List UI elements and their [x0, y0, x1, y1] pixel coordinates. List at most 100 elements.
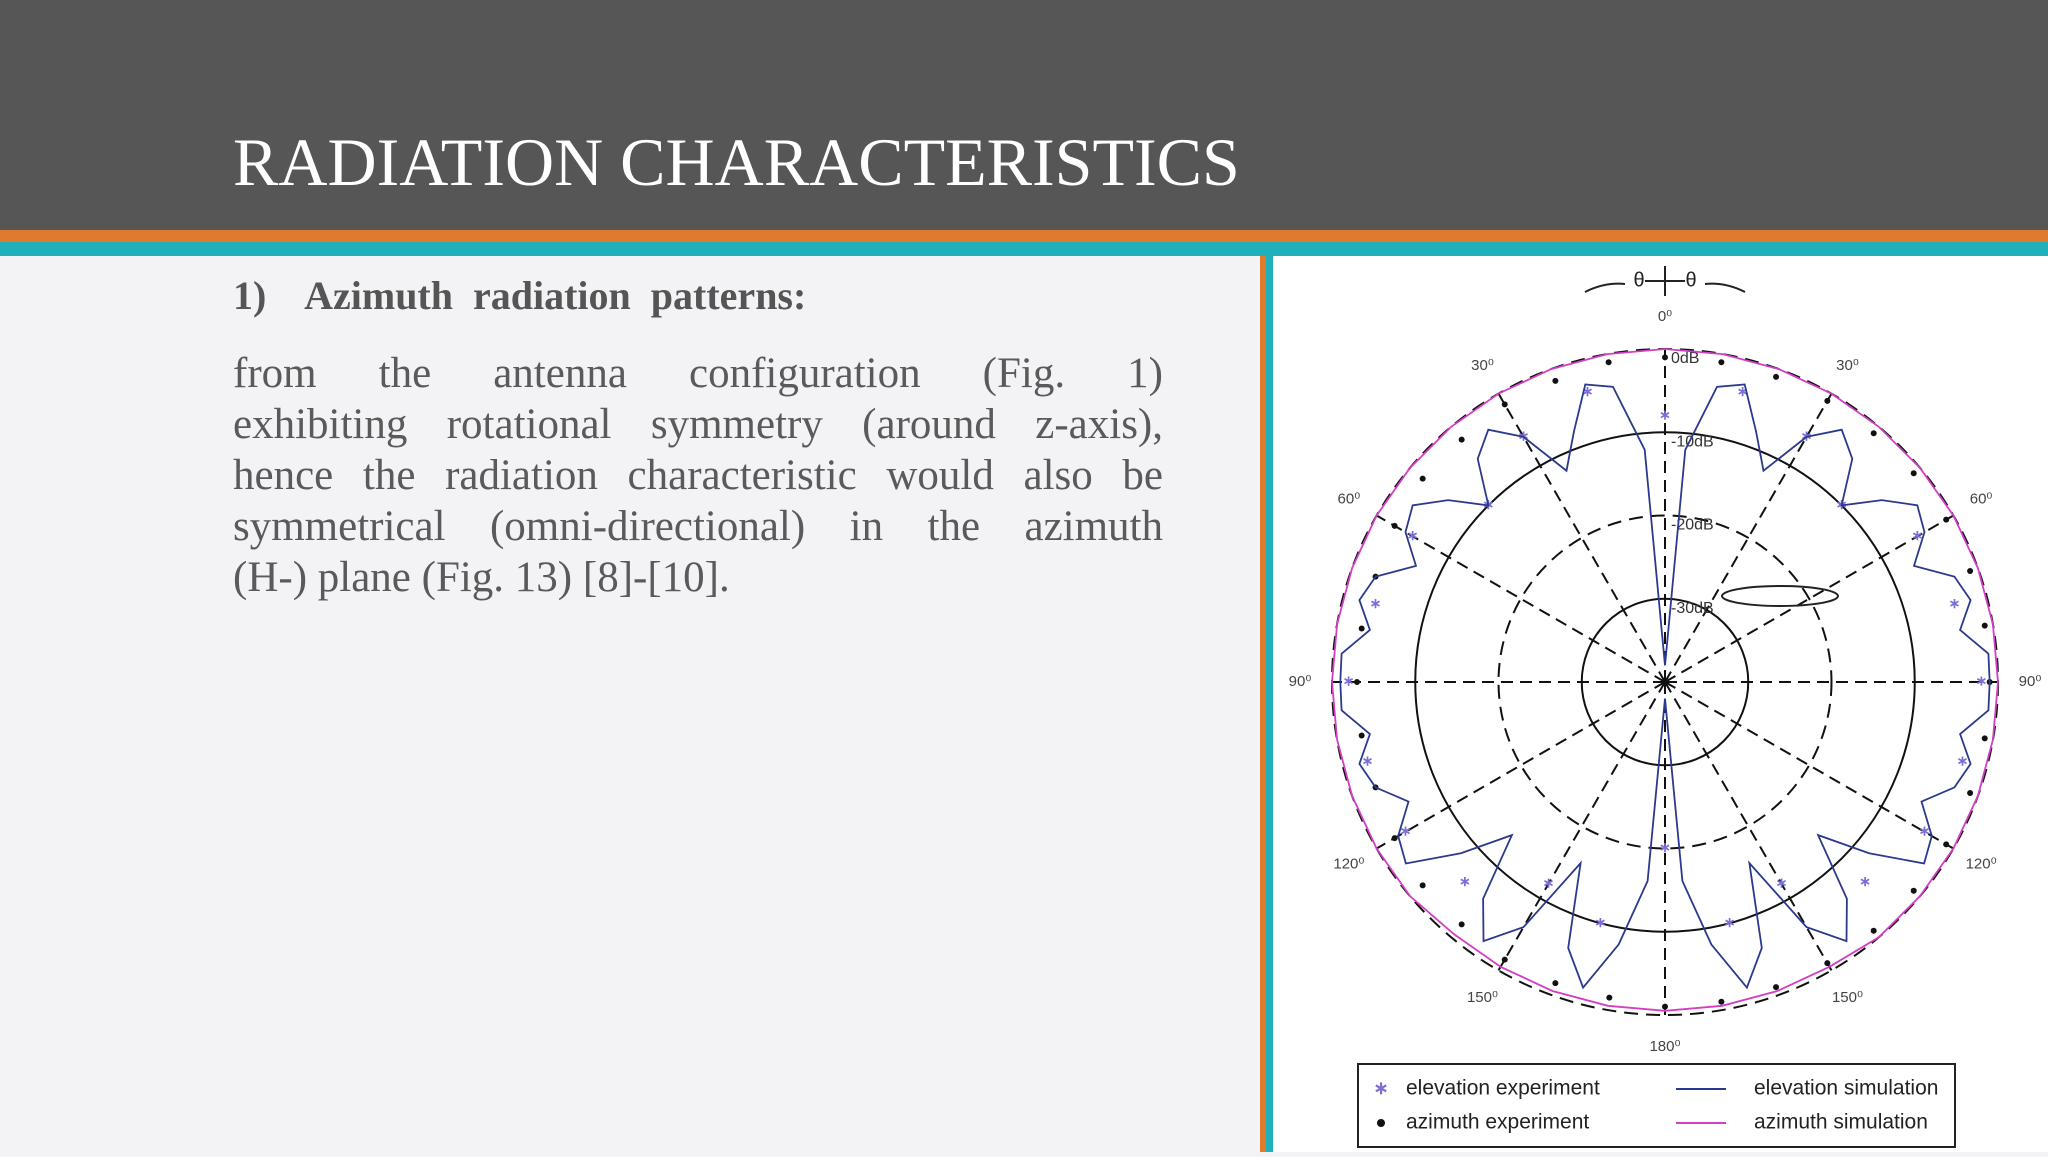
- series-line: [1331, 348, 1999, 1012]
- series-line: [1339, 383, 1991, 990]
- divider: [1260, 256, 1266, 1152]
- data-point: [1718, 998, 1725, 1005]
- slide-title: RADIATION CHARACTERISTICS: [233, 124, 1240, 200]
- theta-tick-label: 60⁰: [1970, 490, 1993, 507]
- theta-tick-label: 90⁰: [1289, 673, 1312, 690]
- theta-grid-line: [1376, 514, 1666, 683]
- data-point: [1419, 475, 1426, 482]
- theta-grid-line: [1376, 681, 1666, 850]
- data-point: [1967, 567, 1974, 574]
- theta-grid-line: [1664, 681, 1833, 971]
- text-line: exhibiting rotational symmetry (around z…: [233, 401, 1163, 448]
- data-point: [1773, 373, 1780, 380]
- data-point: ∗: [1370, 595, 1382, 611]
- theta-tick-label: 120⁰: [1333, 855, 1364, 872]
- data-point: [1606, 994, 1613, 1001]
- r-grid-circle: [1580, 597, 1750, 767]
- antenna-sketch: [1721, 585, 1839, 607]
- data-point: [1391, 522, 1398, 529]
- legend-swatch: [1377, 1119, 1385, 1127]
- theta-tick-label: 30⁰: [1471, 357, 1494, 374]
- divider: [1266, 256, 1273, 1152]
- data-point: ∗: [1659, 839, 1671, 855]
- data-point: [1391, 835, 1398, 842]
- r-tick-label: -10dB: [1671, 433, 1714, 450]
- legend-label: elevation experiment: [1406, 1077, 1600, 1100]
- text-line: hence the radiation characteristic would…: [233, 452, 1163, 499]
- data-point: [1943, 841, 1950, 848]
- data-point: ∗: [1343, 673, 1355, 689]
- data-point: [1773, 984, 1780, 991]
- data-point: [1552, 980, 1559, 987]
- data-point: ∗: [1776, 875, 1788, 891]
- data-point: ∗: [1362, 752, 1374, 768]
- data-point: [1358, 625, 1365, 632]
- theta-tick-label: 0⁰: [1658, 308, 1672, 325]
- r-grid-circle: [1497, 514, 1833, 850]
- legend-box: [1357, 1063, 1956, 1148]
- r-tick-label: -30dB: [1671, 600, 1714, 617]
- data-point: [1910, 887, 1917, 894]
- data-point: [1501, 956, 1508, 963]
- data-point: [1552, 377, 1559, 384]
- data-point: [1981, 735, 1988, 742]
- text-line: symmetrical (omni-directional) in the az…: [233, 503, 1163, 550]
- annotation: θ: [1685, 269, 1696, 291]
- data-point: ∗: [1859, 873, 1871, 889]
- data-point: [1419, 882, 1426, 889]
- arrow: [1704, 282, 1746, 293]
- polar-chart: 0⁰ 30⁰ 60⁰ 90⁰ 120⁰ 150⁰ 180⁰ 150⁰ 120⁰ 90⁰ 60⁰ 30⁰…: [1289, 266, 2042, 1148]
- r-tick-label: 0dB: [1671, 350, 1699, 367]
- header-bar: [0, 0, 2048, 230]
- theta-tick-label: 180⁰: [1649, 1038, 1680, 1055]
- theta-tick-label: 60⁰: [1338, 490, 1361, 507]
- theta-tick-label: 120⁰: [1966, 855, 1997, 872]
- data-point: ∗: [1659, 406, 1671, 422]
- data-point: ∗: [1957, 752, 1969, 768]
- data-point: [1981, 622, 1988, 629]
- data-point: ∗: [1737, 383, 1749, 399]
- data-point: ∗: [1459, 873, 1471, 889]
- theta-grid-line: [1497, 681, 1666, 971]
- data-point: [1662, 354, 1668, 361]
- theta-tick-label: 90⁰: [2019, 673, 2042, 690]
- data-point: ∗: [1407, 527, 1419, 543]
- data-point: ∗: [1582, 383, 1594, 399]
- text-line: (H-) plane (Fig. 13) [8]-[10].: [233, 554, 730, 601]
- data-point: [1718, 359, 1725, 366]
- theta-grid-line: [1664, 681, 1954, 850]
- theta-tick-label: 150⁰: [1832, 989, 1863, 1006]
- text-line: from the antenna configuration (Fig. 1): [233, 350, 1163, 397]
- data-point: [1824, 960, 1831, 967]
- theta-tick-label: 150⁰: [1467, 989, 1498, 1006]
- heading: 1) Azimuth radiation patterns:: [233, 273, 807, 318]
- data-point: [1943, 516, 1950, 523]
- data-point: [1358, 732, 1365, 739]
- theta-grid-line: [1664, 393, 1833, 683]
- data-point: ∗: [1724, 914, 1736, 930]
- data-point: ∗: [1801, 428, 1813, 444]
- data-point: ∗: [1543, 875, 1555, 891]
- data-point: [1458, 436, 1465, 443]
- data-point: ∗: [1518, 428, 1530, 444]
- stripe: [0, 230, 2048, 242]
- theta-grid-line: [1664, 514, 1954, 683]
- data-point: [1967, 790, 1974, 797]
- data-point: [1870, 927, 1877, 934]
- data-point: ∗: [1594, 914, 1606, 930]
- stripe: [0, 242, 2048, 256]
- data-point: ∗: [1975, 673, 1987, 689]
- data-point: ∗: [1400, 823, 1412, 839]
- data-point: ∗: [1911, 527, 1923, 543]
- legend-label: azimuth simulation: [1754, 1111, 1928, 1134]
- data-point: [1662, 1003, 1668, 1010]
- theta-grid-line: [1497, 393, 1666, 683]
- data-point: [1353, 679, 1360, 685]
- r-tick-label: -20dB: [1671, 517, 1714, 534]
- paragraph: from the antenna configuration (Fig. 1) e…: [233, 348, 1163, 603]
- annotation: θ: [1633, 269, 1644, 291]
- data-point: [1870, 430, 1877, 437]
- data-point: [1605, 359, 1612, 366]
- data-point: [1501, 401, 1508, 408]
